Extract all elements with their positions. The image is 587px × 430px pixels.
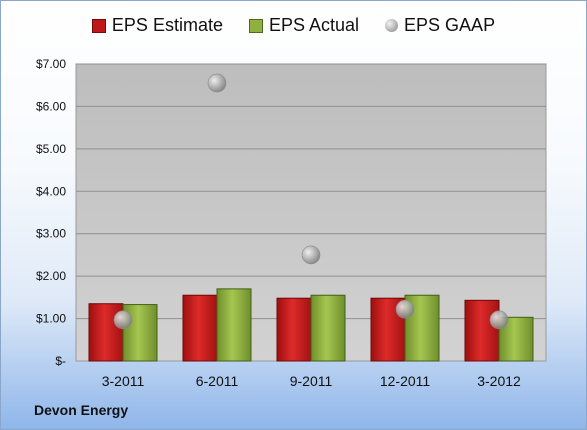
eps-gaap-marker [301, 245, 321, 265]
y-tick-label: $4.00 [36, 184, 66, 198]
legend-label-actual: EPS Actual [268, 15, 360, 35]
y-tick-label: $3.00 [36, 227, 66, 241]
company-name: Devon Energy [34, 402, 129, 418]
y-tick-label: $- [55, 354, 66, 368]
bar-eps-actual [216, 288, 252, 362]
bars [88, 288, 534, 362]
bar-eps-actual [310, 294, 346, 362]
y-tick-label: $2.00 [36, 269, 66, 283]
gaap-markers [113, 73, 509, 330]
x-tick-label: 6-2011 [196, 373, 239, 389]
legend-item-gaap: EPS GAAP [385, 15, 495, 36]
x-tick-label: 3-2012 [477, 373, 521, 389]
x-tick-label: 3-2011 [102, 373, 145, 389]
legend-swatch-actual [248, 18, 263, 33]
y-tick-label: $6.00 [36, 99, 66, 113]
eps-gaap-marker [113, 310, 133, 330]
eps-gaap-marker [207, 73, 227, 93]
y-axis-labels: $- $1.00 $2.00 $3.00 $4.00 $5.00 $6.00 $7.00 [36, 57, 66, 368]
legend-label-gaap: EPS GAAP [404, 15, 496, 35]
bar-eps-estimate [276, 297, 312, 362]
legend-item-estimate: EPS Estimate [91, 15, 223, 36]
eps-gaap-marker [489, 310, 509, 330]
x-tick-label: 12-2011 [380, 373, 431, 389]
legend-label-estimate: EPS Estimate [111, 15, 223, 35]
bar-eps-estimate [464, 299, 500, 362]
legend-swatch-estimate [91, 18, 106, 33]
bar-eps-estimate [182, 294, 218, 362]
y-tick-label: $1.00 [36, 312, 66, 326]
x-axis-labels: 3-2011 6-2011 9-2011 12-2011 3-2012 [102, 373, 521, 389]
legend: EPS Estimate EPS Actual EPS GAAP [1, 15, 586, 36]
legend-item-actual: EPS Actual [248, 15, 360, 36]
x-tick-label: 9-2011 [290, 373, 333, 389]
eps-gaap-marker [395, 299, 415, 319]
legend-swatch-gaap [385, 19, 399, 32]
y-tick-label: $5.00 [36, 142, 66, 156]
y-tick-label: $7.00 [36, 57, 66, 71]
